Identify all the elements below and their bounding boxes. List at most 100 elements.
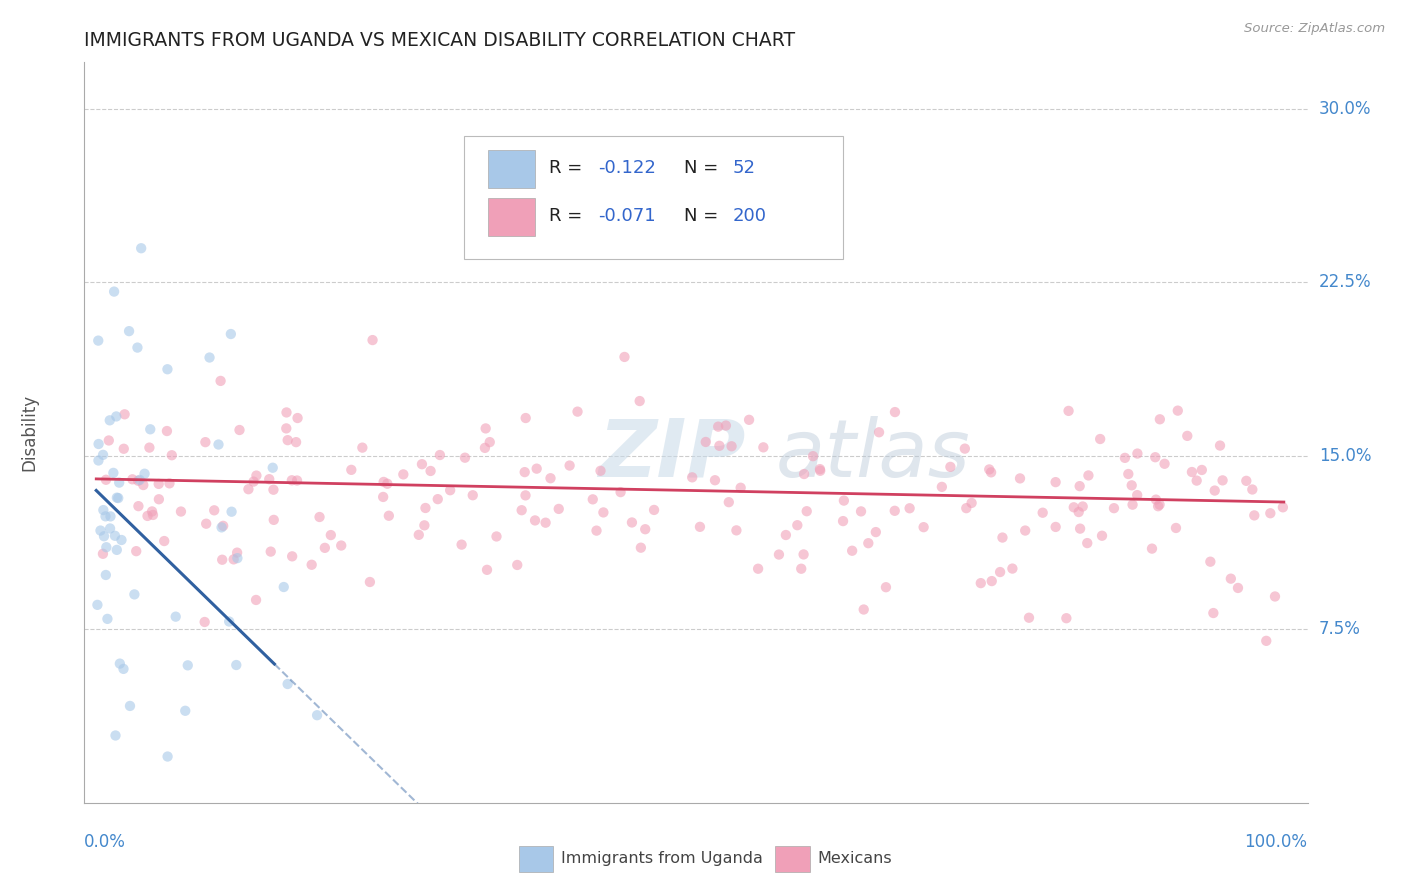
Point <box>1126 488 1149 502</box>
Point <box>408 528 430 542</box>
Point <box>786 518 808 533</box>
Point <box>1191 463 1213 477</box>
Point <box>128 473 150 487</box>
Point <box>585 524 607 538</box>
Point <box>375 476 398 491</box>
Point <box>1181 465 1204 479</box>
Point <box>98 521 121 535</box>
Point <box>931 480 953 494</box>
Point <box>281 473 304 487</box>
Point <box>426 492 449 507</box>
Point <box>613 350 636 364</box>
Point <box>475 563 498 577</box>
Point <box>170 504 193 518</box>
Point <box>287 411 309 425</box>
Point <box>1226 581 1249 595</box>
Point <box>94 509 117 524</box>
Point <box>1167 403 1189 417</box>
Point <box>118 324 141 338</box>
Point <box>121 472 143 486</box>
Point <box>630 541 652 555</box>
Point <box>238 482 260 496</box>
Point <box>1076 536 1098 550</box>
Point <box>1054 611 1077 625</box>
Point <box>695 434 717 449</box>
Text: N =: N = <box>683 208 724 226</box>
Point <box>1069 522 1091 536</box>
Point <box>883 504 905 518</box>
Point <box>108 475 131 490</box>
Point <box>912 520 935 534</box>
Point <box>1118 467 1140 481</box>
Point <box>314 541 336 555</box>
Point <box>1091 529 1114 543</box>
Text: R =: R = <box>550 160 588 178</box>
Point <box>110 533 132 547</box>
Point <box>105 542 128 557</box>
Text: 22.5%: 22.5% <box>1319 273 1371 291</box>
Point <box>474 441 496 455</box>
Point <box>1045 475 1067 490</box>
Point <box>96 540 118 554</box>
Point <box>955 501 977 516</box>
Point <box>105 491 128 505</box>
Point <box>148 492 170 507</box>
Point <box>262 460 284 475</box>
Point <box>832 493 855 508</box>
Point <box>738 413 761 427</box>
Point <box>681 470 703 484</box>
Point <box>474 421 496 435</box>
Point <box>1256 633 1278 648</box>
Point <box>1243 508 1265 523</box>
Point <box>1014 524 1036 538</box>
Point <box>534 516 557 530</box>
Point <box>245 593 267 607</box>
Point <box>156 749 179 764</box>
Text: Disability: Disability <box>20 394 38 471</box>
Point <box>198 351 221 365</box>
Point <box>415 500 437 515</box>
Point <box>207 437 229 451</box>
Point <box>513 465 536 479</box>
Point <box>281 549 304 564</box>
Point <box>93 529 115 543</box>
Point <box>277 433 299 447</box>
Point <box>707 419 730 434</box>
Point <box>1264 590 1286 604</box>
Point <box>1260 506 1282 520</box>
Point <box>643 503 665 517</box>
Point <box>547 502 569 516</box>
Point <box>808 464 831 478</box>
FancyBboxPatch shape <box>519 847 553 871</box>
Point <box>262 483 284 497</box>
Point <box>100 509 122 524</box>
Point <box>793 467 815 481</box>
Point <box>478 435 501 450</box>
Point <box>112 662 135 676</box>
Text: 30.0%: 30.0% <box>1319 100 1371 118</box>
Point <box>103 466 125 480</box>
Point <box>450 538 472 552</box>
Text: 100.0%: 100.0% <box>1244 833 1308 851</box>
Point <box>87 334 110 348</box>
Point <box>307 708 329 723</box>
Point <box>526 461 548 475</box>
Point <box>257 472 280 486</box>
Point <box>242 475 264 489</box>
Point <box>108 657 131 671</box>
Point <box>413 518 436 533</box>
Point <box>939 459 962 474</box>
Point <box>245 468 267 483</box>
Point <box>1067 505 1090 519</box>
Point <box>165 609 187 624</box>
Point <box>988 565 1011 579</box>
Point <box>991 531 1014 545</box>
Text: 200: 200 <box>733 208 766 226</box>
Text: atlas: atlas <box>776 416 970 494</box>
Point <box>103 285 125 299</box>
Point <box>104 529 127 543</box>
Point <box>276 421 298 435</box>
Point <box>91 448 114 462</box>
Point <box>540 471 562 485</box>
Point <box>98 413 121 427</box>
